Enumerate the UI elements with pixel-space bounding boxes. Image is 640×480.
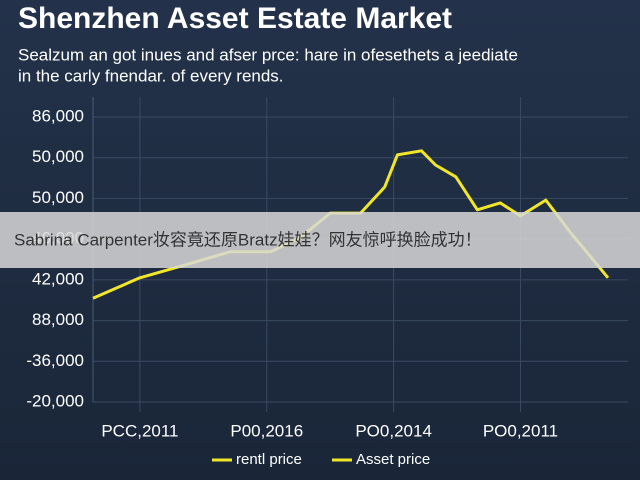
- legend-label: Asset price: [356, 451, 430, 468]
- y-tick-label: 50,000: [32, 147, 84, 166]
- y-tick-label: -20,000: [26, 391, 84, 410]
- y-tick-label: -36,000: [26, 351, 84, 370]
- x-tick-label: P00,2016: [230, 421, 303, 440]
- subtitle: in the carly fnendar. of every rends.: [18, 66, 284, 85]
- y-tick-label: 42,000: [32, 269, 84, 288]
- legend-label: rentl price: [236, 451, 302, 468]
- x-tick-label: PO0,2014: [355, 421, 432, 440]
- caption-band: [0, 212, 640, 268]
- y-tick-label: 50,000: [32, 188, 84, 207]
- y-tick-label: 86,000: [32, 106, 84, 125]
- subtitle: Sealzum an got inues and afser prce: har…: [18, 45, 518, 64]
- overlay: Sabrina Carpenter妆容竟还原Bratz娃娃？网友惊呼换脸成功！: [0, 212, 640, 268]
- x-tick-label: PO0,2011: [483, 421, 558, 440]
- x-tick-label: PCC,2011: [101, 421, 178, 440]
- y-tick-label: 88,000: [32, 310, 84, 329]
- chart-title: Shenzhen Asset Estate Market: [18, 2, 452, 35]
- caption: Sabrina Carpenter妆容竟还原Bratz娃娃？网友惊呼换脸成功！: [14, 230, 482, 249]
